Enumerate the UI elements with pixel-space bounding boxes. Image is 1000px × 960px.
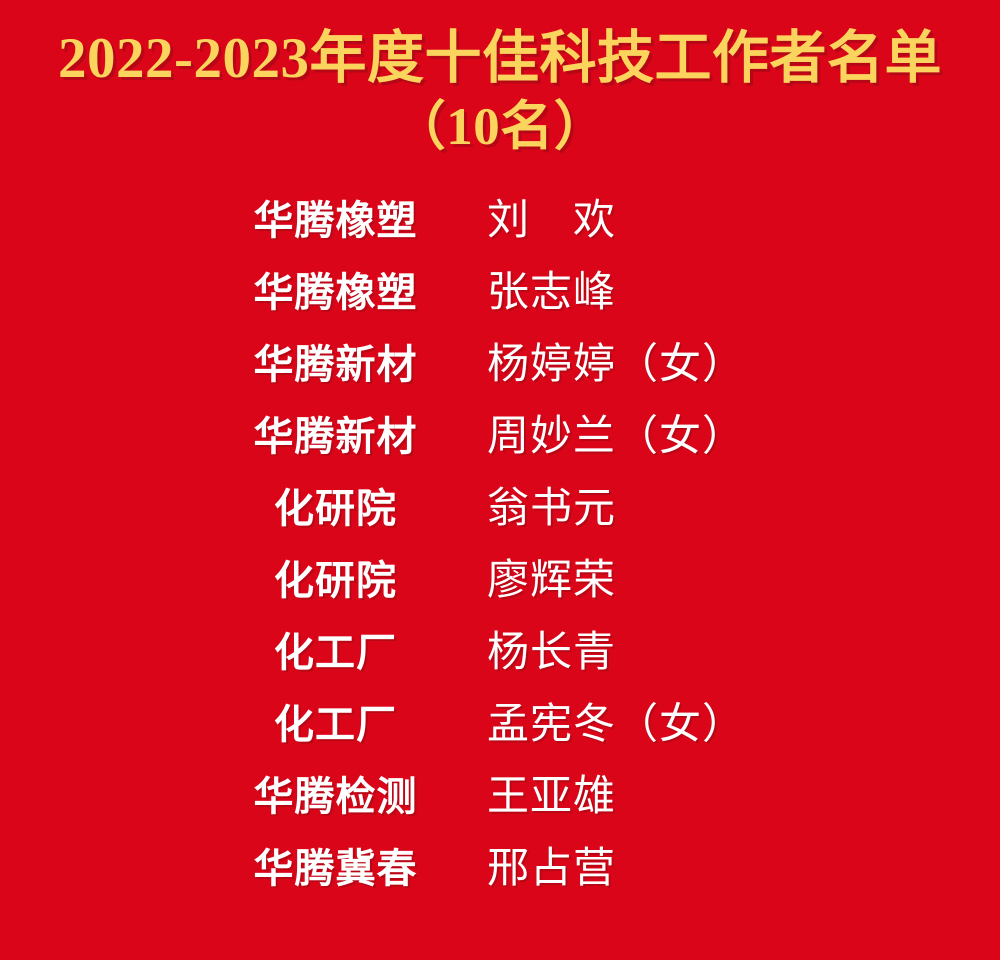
honoree-department: 华腾冀春	[253, 847, 418, 891]
list-item: 化工厂 杨长青	[0, 629, 1000, 701]
honoree-department: 化研院	[274, 487, 397, 531]
list-item: 华腾橡塑 张志峰	[0, 269, 1000, 341]
honoree-department: 化研院	[274, 559, 397, 603]
honoree-name: 刘 欢	[487, 198, 617, 244]
honoree-name: 孟宪冬（女）	[487, 702, 746, 748]
honoree-department: 华腾橡塑	[253, 199, 418, 243]
honoree-department: 华腾新材	[253, 343, 418, 387]
honoree-department: 华腾新材	[253, 415, 418, 459]
list-item: 华腾橡塑 刘 欢	[0, 197, 1000, 269]
list-item: 化研院 翁书元	[0, 485, 1000, 557]
title-line-main: 2022-2023年度十佳科技工作者名单	[58, 27, 942, 90]
list-item: 化研院 廖辉荣	[0, 557, 1000, 629]
honoree-name: 杨婷婷（女）	[487, 342, 746, 388]
honoree-department: 华腾检测	[253, 775, 418, 819]
list-item: 华腾冀春 邢占营	[0, 845, 1000, 917]
honoree-department: 化工厂	[274, 703, 397, 747]
list-item: 华腾新材 周妙兰（女）	[0, 413, 1000, 485]
list-item: 华腾检测 王亚雄	[0, 773, 1000, 845]
honoree-department: 华腾橡塑	[253, 271, 418, 315]
list-item: 华腾新材 杨婷婷（女）	[0, 341, 1000, 413]
honoree-name: 翁书元	[487, 486, 617, 532]
honoree-name: 廖辉荣	[487, 558, 617, 604]
honoree-list: 华腾橡塑 刘 欢 华腾橡塑 张志峰 华腾新材 杨婷婷（女） 华腾新材 周妙兰（女…	[0, 197, 1000, 917]
honoree-name: 周妙兰（女）	[487, 414, 746, 460]
honoree-department: 化工厂	[274, 631, 397, 675]
honoree-name: 杨长青	[487, 630, 617, 676]
poster-title: 2022-2023年度十佳科技工作者名单 （10名）	[0, 24, 1000, 160]
honoree-name: 张志峰	[487, 270, 617, 316]
list-item: 化工厂 孟宪冬（女）	[0, 701, 1000, 773]
title-line-count: （10名）	[392, 98, 608, 156]
honoree-name: 邢占营	[487, 846, 617, 892]
honoree-name: 王亚雄	[487, 774, 617, 820]
